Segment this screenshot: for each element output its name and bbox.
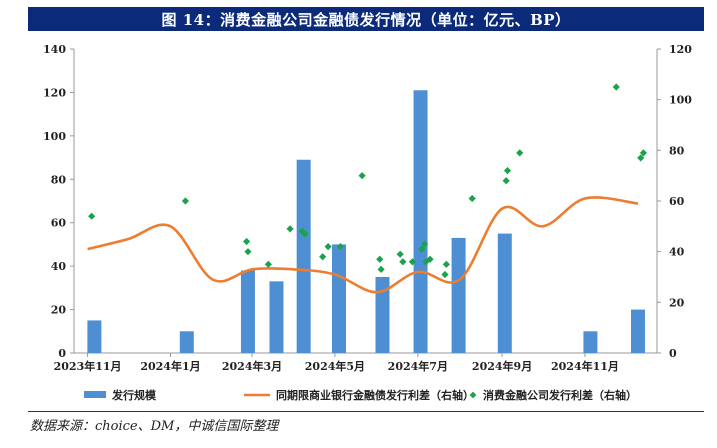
right-y-tick-label: 0 [669, 347, 677, 360]
issuance-bar [179, 331, 194, 353]
left-y-tick-label: 40 [51, 260, 67, 273]
right-y-tick-label: 120 [669, 43, 692, 56]
issuance-bar [583, 331, 598, 353]
cfc-spread-point [242, 237, 251, 246]
cfc-spread-point [298, 227, 306, 235]
cfc-spread-point [181, 197, 190, 205]
cfc-spread-point [418, 245, 426, 253]
cfc-spread-point [441, 270, 449, 279]
left-y-tick-label: 20 [51, 304, 67, 317]
issuance-bar [630, 309, 645, 353]
left-y-tick-label: 60 [51, 217, 67, 230]
cfc-spread-point [468, 194, 476, 203]
issuance-bar [451, 237, 466, 353]
legend-swatch-bar [84, 391, 106, 398]
cfc-spread-point [396, 250, 404, 258]
cfc-spread-point [639, 149, 648, 157]
bank-bond-spread-line [87, 196, 639, 294]
cfc-spread-point [264, 260, 272, 268]
cfc-spread-point [301, 230, 309, 238]
x-tick-label: 2024年3月 [222, 359, 282, 373]
x-tick-label: 2024年7月 [388, 359, 448, 373]
cfc-spread-point [408, 258, 416, 266]
cfc-spread-point [637, 154, 645, 162]
right-y-tick-label: 40 [669, 246, 685, 259]
cfc-spread-point [376, 255, 384, 263]
data-source-note: 数据来源：choice、DM，中诚信国际整理 [30, 419, 279, 434]
issuance-bar [87, 320, 102, 353]
legend-label-line: 同期限商业银行金融债发行利差（右轴） [276, 388, 474, 402]
source-divider [28, 411, 704, 412]
x-tick-label: 2024年5月 [305, 359, 365, 373]
legend-label-scatter: 消费金融公司发行利差（右轴） [483, 388, 637, 402]
cfc-spread-point [324, 243, 332, 251]
left-y-tick-label: 80 [51, 173, 67, 186]
cfc-spread-point [516, 149, 524, 157]
x-tick-label: 2023年11月 [54, 359, 122, 373]
right-y-tick-label: 100 [669, 94, 692, 107]
x-tick-label: 2024年1月 [140, 359, 200, 373]
cfc-spread-point [88, 212, 96, 220]
left-y-tick-label: 120 [43, 86, 66, 99]
right-y-tick-label: 20 [669, 296, 685, 309]
chart-title: 图 14：消费金融公司金融债发行情况（单位：亿元、BP） [28, 7, 704, 31]
right-y-tick-label: 80 [669, 144, 685, 157]
issuance-bar [497, 233, 512, 353]
cfc-spread-point [336, 243, 344, 251]
cfc-spread-point [399, 258, 407, 266]
cfc-spread-point [442, 260, 450, 268]
cfc-spread-point [612, 83, 620, 91]
legend-label-bar: 发行规模 [111, 388, 157, 402]
issuance-bar [413, 90, 428, 353]
left-y-tick-label: 100 [43, 130, 66, 143]
cfc-spread-point [319, 253, 327, 261]
cfc-spread-point [244, 248, 252, 256]
issuance-bar [296, 159, 311, 353]
cfc-spread-point [377, 265, 385, 273]
left-y-tick-label: 0 [58, 347, 66, 360]
cfc-spread-point [502, 177, 510, 185]
issuance-bar [375, 277, 390, 353]
cfc-spread-point [421, 240, 429, 248]
legend-swatch-scatter [469, 391, 477, 399]
cfc-spread-point [286, 225, 294, 233]
left-y-tick-label: 140 [43, 43, 66, 56]
issuance-bar [269, 281, 284, 353]
issuance-bar [240, 270, 255, 353]
issuance-bar [332, 244, 346, 353]
cfc-spread-point [503, 167, 512, 175]
x-tick-label: 2024年11月 [551, 359, 619, 373]
right-y-tick-label: 60 [669, 195, 685, 208]
chart-canvas: 0 20 40 60 80 100 120 140 0 20 40 60 80 100 120 2023年11… [43, 43, 692, 402]
cfc-spread-point [358, 172, 366, 180]
x-tick-label: 2024年9月 [472, 359, 532, 373]
